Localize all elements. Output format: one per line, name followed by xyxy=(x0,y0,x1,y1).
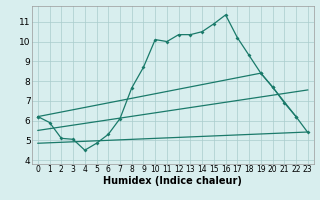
X-axis label: Humidex (Indice chaleur): Humidex (Indice chaleur) xyxy=(103,176,242,186)
